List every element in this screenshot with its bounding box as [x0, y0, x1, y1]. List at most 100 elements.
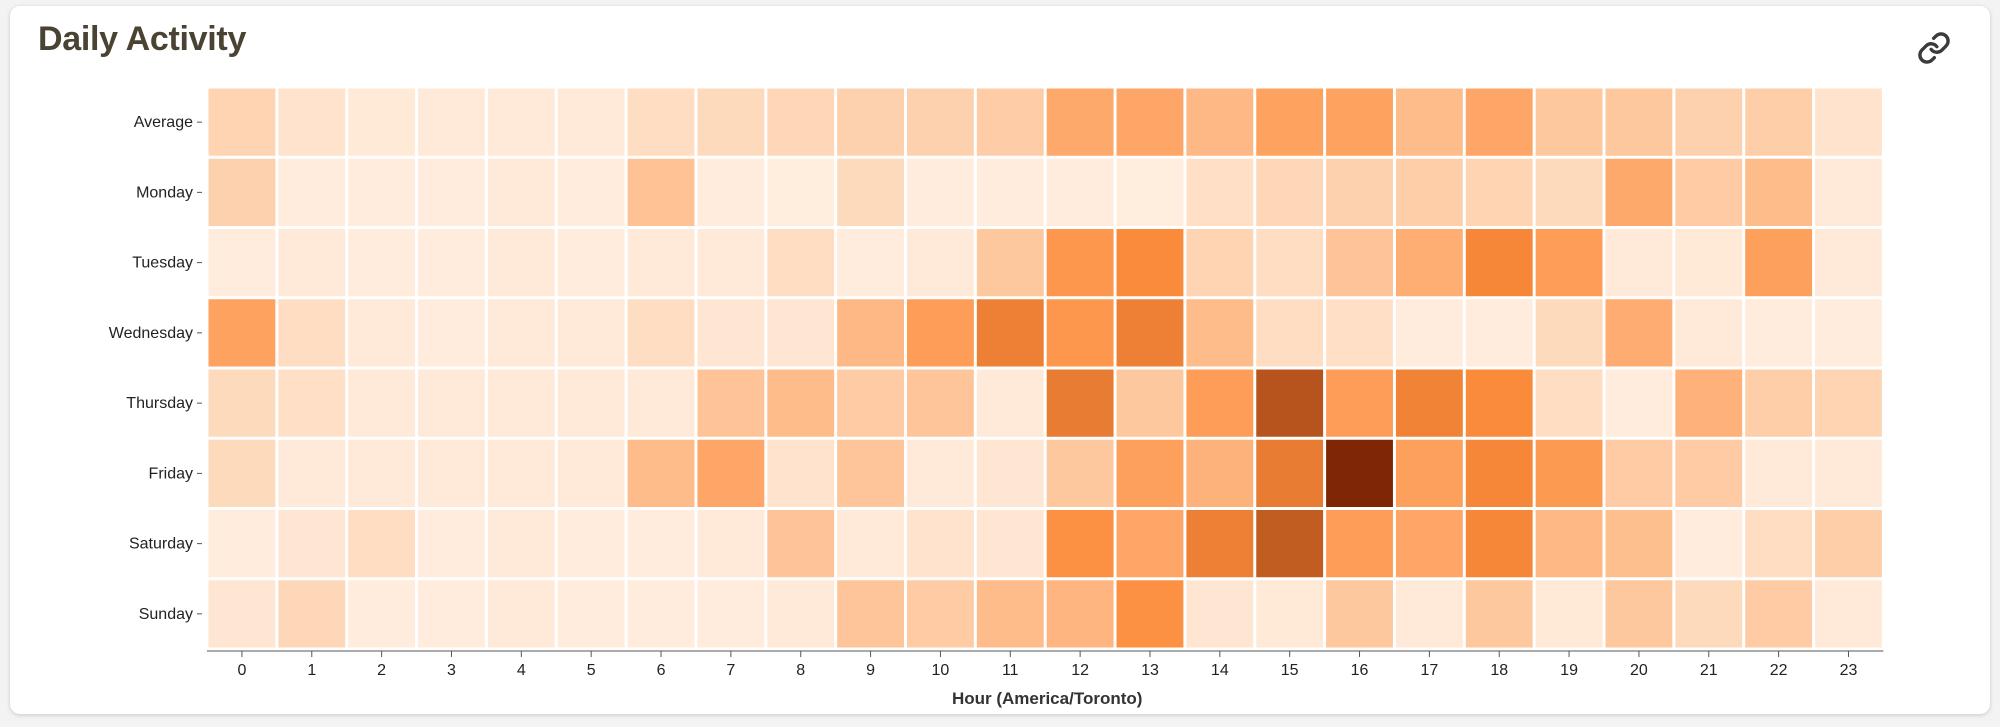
heatmap-cell	[1605, 158, 1673, 226]
heatmap-cell	[1046, 510, 1114, 578]
heatmap-cell	[1186, 369, 1254, 437]
heatmap-cell	[837, 580, 904, 648]
heatmap-cell	[1116, 88, 1184, 156]
x-tick-label: 4	[517, 662, 526, 679]
heatmap-cell	[557, 580, 625, 648]
heatmap-cell	[557, 299, 625, 367]
card-title: Daily Activity	[38, 20, 247, 58]
heatmap-cell	[1326, 229, 1393, 297]
x-tick-label: 3	[447, 662, 456, 679]
heatmap-cell	[976, 369, 1044, 437]
heatmap-cell	[1116, 510, 1184, 578]
heatmap-cell	[1535, 158, 1603, 226]
x-tick-label: 17	[1420, 662, 1438, 679]
heatmap-cell	[697, 299, 765, 367]
heatmap-cell	[208, 369, 276, 437]
heatmap-cell	[697, 229, 765, 297]
heatmap-cell	[418, 510, 485, 578]
heatmap-cell	[1046, 158, 1114, 226]
heatmap-cell	[1326, 299, 1393, 367]
heatmap-cell	[907, 299, 974, 367]
x-tick-label: 23	[1840, 662, 1858, 679]
x-tick-label: 11	[1002, 662, 1019, 679]
heatmap-cell	[1815, 158, 1882, 226]
heatmap-cell	[487, 88, 555, 156]
heatmap-cell	[1605, 299, 1673, 367]
heatmap-cell	[976, 158, 1044, 226]
heatmap-cell	[1815, 88, 1882, 156]
heatmap-cell	[1675, 88, 1743, 156]
heatmap-cell	[1465, 580, 1533, 648]
heatmap-cell	[907, 510, 974, 578]
heatmap-cell	[627, 439, 695, 507]
heatmap-cell	[1186, 299, 1254, 367]
heatmap-cell	[208, 299, 276, 367]
heatmap-cell	[627, 580, 695, 648]
heatmap-cell	[1675, 229, 1743, 297]
x-tick-label: 7	[726, 662, 735, 679]
heatmap-cell	[278, 510, 346, 578]
heatmap-cell	[557, 88, 625, 156]
heatmap-cell	[627, 88, 695, 156]
x-tick-label: 14	[1211, 662, 1229, 679]
heatmap-cell	[837, 299, 904, 367]
heatmap-cell	[1745, 439, 1813, 507]
x-tick-label: 9	[866, 662, 875, 679]
heatmap-cell	[557, 439, 625, 507]
heatmap-cell	[1605, 229, 1673, 297]
heatmap-cell	[767, 88, 835, 156]
heatmap-cell	[278, 158, 346, 226]
heatmap-cell	[1395, 299, 1463, 367]
heatmap-cell	[1395, 510, 1463, 578]
heatmap-cell	[627, 299, 695, 367]
x-axis-title: Hour (America/Toronto)	[952, 689, 1142, 708]
heatmap-cell	[278, 299, 346, 367]
heatmap-cell	[1256, 88, 1324, 156]
heatmap-cell	[1046, 299, 1114, 367]
heatmap-cell	[1186, 229, 1254, 297]
heatmap-cell	[1675, 158, 1743, 226]
heatmap-cell	[1326, 510, 1393, 578]
y-tick-label: Tuesday	[132, 255, 193, 272]
heatmap-cell	[278, 88, 346, 156]
heatmap-cell	[208, 229, 276, 297]
x-tick-label: 13	[1141, 662, 1159, 679]
heatmap-cell	[487, 299, 555, 367]
heatmap-cell	[208, 439, 276, 507]
heatmap-cell	[208, 510, 276, 578]
x-tick-label: 6	[657, 662, 666, 679]
heatmap-cell	[627, 158, 695, 226]
heatmap-cell	[1465, 299, 1533, 367]
heatmap-cell	[1535, 299, 1603, 367]
heatmap-cell	[1465, 158, 1533, 226]
heatmap-cell	[1745, 229, 1813, 297]
y-tick-label: Average	[134, 114, 193, 131]
heatmap-cell	[907, 439, 974, 507]
heatmap-cell	[976, 510, 1044, 578]
heatmap-cell	[1395, 229, 1463, 297]
heatmap-cell	[1745, 299, 1813, 367]
heatmap-cell	[1186, 510, 1254, 578]
heatmap-cell	[487, 439, 555, 507]
heatmap-cell	[1535, 369, 1603, 437]
heatmap-cell	[208, 158, 276, 226]
heatmap-cell	[348, 439, 416, 507]
x-tick-label: 21	[1700, 662, 1718, 679]
daily-activity-card: Daily Activity Average Monday Tuesday Wedne…	[10, 6, 1990, 714]
heatmap-cell	[348, 299, 416, 367]
heatmap-cell	[1326, 580, 1393, 648]
heatmap-cell	[1745, 88, 1813, 156]
heatmap-cell	[1605, 369, 1673, 437]
heatmap-chart: Average Monday Tuesday Wednesday Thursday Fri…	[109, 88, 1884, 708]
heatmap-cell	[418, 229, 485, 297]
heatmap-cell	[1395, 439, 1463, 507]
heatmap-cell	[348, 510, 416, 578]
copy-link-button[interactable]	[1910, 26, 1958, 70]
heatmap-cell	[1395, 580, 1463, 648]
heatmap-cell	[907, 369, 974, 437]
heatmap-cell	[1046, 229, 1114, 297]
heatmap-cell	[1465, 510, 1533, 578]
heatmap-cell	[418, 439, 485, 507]
heatmap-cell	[1256, 510, 1324, 578]
heatmap-cell	[1046, 369, 1114, 437]
